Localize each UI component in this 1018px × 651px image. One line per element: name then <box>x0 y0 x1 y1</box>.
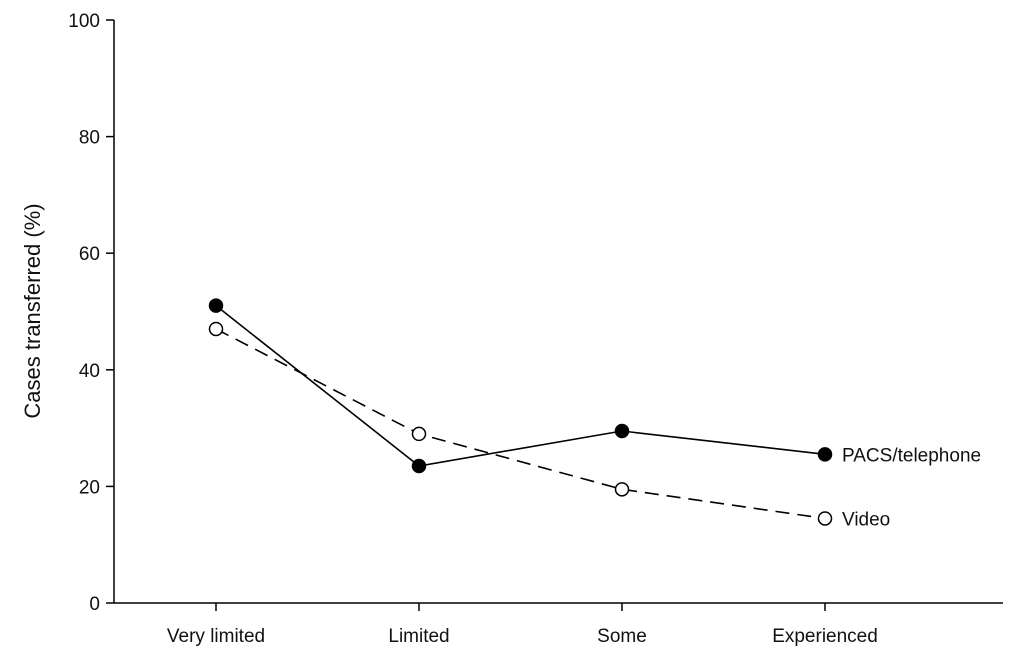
series-label: PACS/telephone <box>842 445 981 466</box>
series-line <box>215 305 826 467</box>
data-point <box>208 321 224 337</box>
series-video: Video <box>208 321 890 530</box>
data-point <box>817 511 833 526</box>
series-line <box>215 328 826 520</box>
x-tick-label: Some <box>597 626 647 647</box>
data-point <box>411 426 427 442</box>
series-layer: Video PACS/telephone <box>208 298 981 530</box>
data-point <box>817 447 833 462</box>
data-point <box>614 423 630 439</box>
y-tick-label: 0 <box>89 594 100 615</box>
y-tick-label: 80 <box>79 128 100 149</box>
y-tick-label: 40 <box>79 361 100 382</box>
data-point <box>208 298 224 313</box>
data-point <box>614 482 630 497</box>
y-tick-label: 20 <box>79 477 100 498</box>
series-label: Video <box>842 509 890 530</box>
y-axis: 0 20 40 60 80 100 <box>68 11 115 615</box>
y-tick-label: 60 <box>79 244 100 265</box>
x-axis: Very limited Limited Some Experienced <box>114 602 1003 647</box>
x-tick-label: Limited <box>388 626 449 647</box>
x-tick-label: Very limited <box>167 626 265 647</box>
y-axis-label: Cases transferred (%) <box>20 203 45 418</box>
series-pacs-telephone: PACS/telephone <box>208 298 981 474</box>
x-tick-label: Experienced <box>772 626 878 647</box>
y-tick-label: 100 <box>68 11 100 32</box>
data-point <box>411 458 427 474</box>
